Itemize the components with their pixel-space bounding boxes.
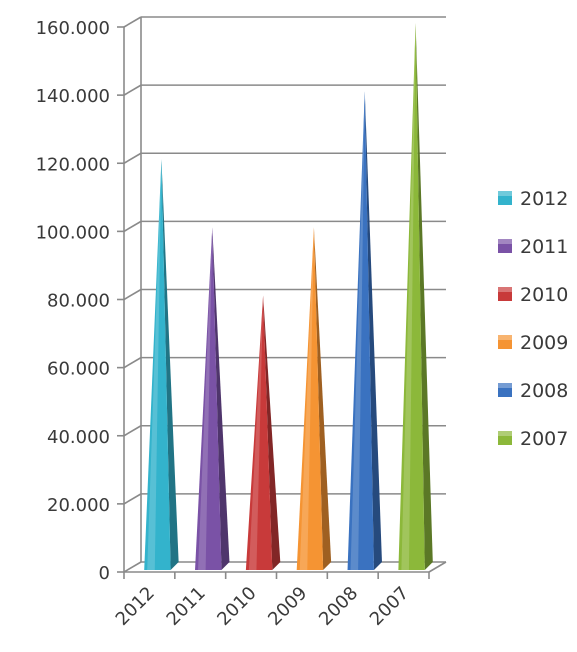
legend-label-2009: 2009 [520,332,568,354]
gridline-depth-8 [123,16,142,28]
bar-side-face-2011 [212,227,230,570]
gridlines [123,16,446,573]
bar-2008 [347,91,382,570]
x-tick-label-3: 2009 [264,583,311,630]
bar-2010 [245,295,281,570]
gridline-depth-6 [123,152,142,164]
y-tick-label-0: 0 [99,563,110,584]
legend-swatch-highlight-2007 [498,431,512,436]
legend-label-2007: 2007 [520,428,568,450]
y-tick-label-1: 20.000 [47,495,110,516]
bar-2011 [195,227,230,570]
legend-label-2011: 2011 [520,236,568,258]
y-tick-label-7: 140.000 [36,86,110,107]
gridline-depth-2 [123,425,142,437]
gridline-depth-7 [123,84,142,96]
gridline-depth-1 [123,493,142,505]
x-tick-label-1: 2011 [163,583,210,630]
bar-highlight-2011 [198,227,213,570]
bar-2009 [296,227,332,570]
bar-side-face-2012 [161,159,179,570]
bars [144,23,433,570]
gridline-depth-5 [123,220,142,233]
y-tick-label-4: 80.000 [47,291,110,312]
legend-swatch-highlight-2011 [498,239,512,244]
legend-swatch-highlight-2008 [498,383,512,388]
bar-side-face-2009 [313,227,332,570]
x-tick-labels: 2012 2011 2010 2009 2008 2007 [112,583,413,630]
bar-side-face-2010 [263,295,281,570]
bar-side-face-2007 [415,23,433,570]
legend-swatch-highlight-2010 [498,287,512,292]
bar-highlight-2010 [248,295,264,570]
bar-2012 [144,159,179,570]
bar-highlight-2007 [401,23,416,570]
axes [117,17,447,579]
gridline-depth-4 [123,288,142,301]
legend-item-2008: 2008 [498,380,568,402]
x-tick-label-4: 2008 [315,583,362,630]
y-tick-label-5: 100.000 [36,222,110,243]
legend-item-2011: 2011 [498,236,568,258]
legend-item-2012: 2012 [498,188,568,210]
gridline-depth-3 [123,356,142,369]
x-tick-label-2: 2010 [213,583,260,630]
bar-highlight-2008 [350,91,365,570]
legend-swatch-highlight-2012 [498,191,512,196]
legend-item-2007: 2007 [498,428,568,450]
bar-highlight-2012 [147,159,162,570]
gridline-depth-0 [123,561,142,573]
legend-swatch-highlight-2009 [498,335,512,340]
y-tick-labels: 0 20.000 40.000 60.000 80.000 100.000 120.000 1… [36,18,110,584]
legend: 2012 2011 2010 2009 2008 2007 [498,188,568,450]
legend-label-2012: 2012 [520,188,568,210]
y-tick-label-3: 60.000 [47,359,110,380]
legend-item-2010: 2010 [498,284,568,306]
legend-item-2009: 2009 [498,332,568,354]
y-tick-label-8: 160.000 [36,18,110,39]
bar-2007 [398,23,433,570]
bar-side-face-2008 [364,91,382,570]
x-tick-label-5: 2007 [366,583,413,630]
floor-right-edge [428,561,447,573]
x-tick-label-0: 2012 [112,583,159,630]
y-tick-label-2: 40.000 [47,427,110,448]
y-tick-label-6: 120.000 [36,154,110,175]
bar-highlight-2009 [299,227,314,570]
legend-label-2010: 2010 [520,284,568,306]
legend-label-2008: 2008 [520,380,568,402]
